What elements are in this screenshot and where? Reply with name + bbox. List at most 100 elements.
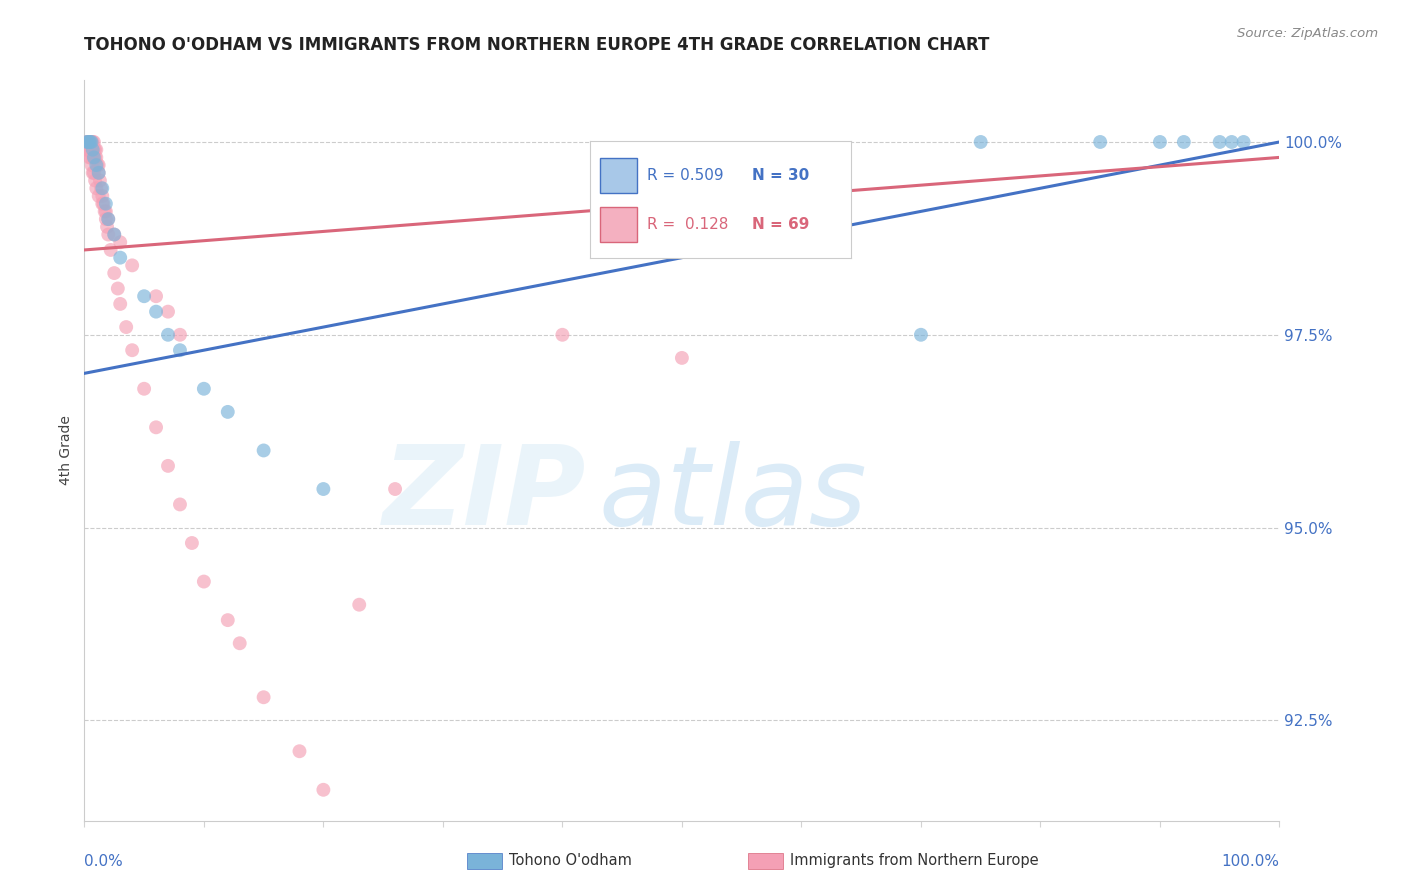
Point	[79, 143, 101, 157]
Point	[80, 158, 103, 172]
Point	[103, 227, 125, 242]
Point	[87, 189, 110, 203]
Point	[217, 405, 239, 419]
Point	[970, 135, 993, 149]
Point	[87, 166, 110, 180]
Point	[83, 166, 105, 180]
Point	[103, 227, 125, 242]
Point	[90, 181, 112, 195]
Point	[145, 289, 167, 303]
Point	[157, 458, 180, 473]
Point	[229, 636, 252, 650]
Point	[80, 135, 103, 149]
Text: Source: ZipAtlas.com: Source: ZipAtlas.com	[1237, 27, 1378, 40]
Point	[100, 243, 122, 257]
Point	[80, 135, 103, 149]
Point	[94, 212, 117, 227]
Point	[91, 189, 114, 203]
Point	[349, 598, 371, 612]
Point	[384, 482, 406, 496]
Point	[84, 143, 107, 157]
Point	[79, 135, 101, 149]
Point	[145, 420, 167, 434]
Point	[145, 304, 167, 318]
Point	[91, 181, 114, 195]
Point	[82, 166, 104, 180]
Point	[76, 143, 98, 157]
Point	[103, 266, 125, 280]
Point	[77, 135, 100, 149]
Point	[86, 181, 108, 195]
Point	[77, 143, 100, 157]
Point	[193, 574, 215, 589]
Point	[1090, 135, 1112, 149]
Point	[1233, 135, 1256, 149]
Point	[87, 166, 110, 180]
Point	[551, 327, 574, 342]
Point	[77, 143, 100, 157]
Point	[157, 304, 180, 318]
Point	[83, 143, 105, 157]
Point	[96, 219, 118, 234]
Point	[77, 135, 100, 149]
Point	[110, 235, 132, 250]
Point	[86, 143, 108, 157]
Point	[132, 382, 156, 396]
Text: atlas: atlas	[599, 442, 868, 549]
Point	[86, 158, 108, 172]
Point	[86, 158, 108, 172]
Point	[82, 143, 104, 157]
Text: R = 0.509: R = 0.509	[647, 168, 724, 183]
Point	[121, 343, 143, 358]
Point	[110, 297, 132, 311]
Point	[288, 744, 311, 758]
Point	[76, 135, 98, 149]
Y-axis label: 4th Grade: 4th Grade	[59, 416, 73, 485]
Point	[89, 173, 111, 187]
Point	[82, 150, 104, 164]
Point	[83, 150, 105, 164]
Point	[121, 259, 143, 273]
Point	[94, 196, 117, 211]
Point	[1220, 135, 1243, 149]
Point	[253, 443, 276, 458]
Point	[94, 204, 117, 219]
Point	[77, 135, 100, 149]
Text: TOHONO O'ODHAM VS IMMIGRANTS FROM NORTHERN EUROPE 4TH GRADE CORRELATION CHART: TOHONO O'ODHAM VS IMMIGRANTS FROM NORTHE…	[84, 36, 990, 54]
Text: Immigrants from Northern Europe: Immigrants from Northern Europe	[790, 854, 1039, 868]
Point	[169, 343, 191, 358]
Point	[169, 327, 191, 342]
Point	[671, 351, 693, 365]
Text: ZIP: ZIP	[382, 442, 586, 549]
Point	[910, 327, 932, 342]
Text: N = 30: N = 30	[752, 168, 810, 183]
Point	[80, 143, 103, 157]
Point	[312, 482, 335, 496]
Text: R =  0.128: R = 0.128	[647, 217, 728, 232]
Point	[87, 158, 110, 172]
Point	[82, 135, 104, 149]
Bar	[600, 207, 637, 242]
Point	[1173, 135, 1195, 149]
Text: N = 69: N = 69	[752, 217, 810, 232]
Point	[93, 204, 115, 219]
Point	[79, 150, 101, 164]
Text: Tohono O'odham: Tohono O'odham	[509, 854, 631, 868]
Point	[83, 135, 105, 149]
Point	[193, 382, 215, 396]
Point	[97, 227, 120, 242]
Point	[91, 196, 114, 211]
Point	[115, 320, 138, 334]
Text: 100.0%: 100.0%	[1222, 854, 1279, 869]
Point	[84, 173, 107, 187]
Bar	[600, 158, 637, 193]
Point	[76, 135, 98, 149]
Point	[79, 135, 101, 149]
Point	[77, 150, 100, 164]
Point	[107, 281, 129, 295]
Point	[97, 212, 120, 227]
Point	[1209, 135, 1232, 149]
Point	[84, 150, 107, 164]
Point	[77, 135, 100, 149]
Point	[181, 536, 204, 550]
